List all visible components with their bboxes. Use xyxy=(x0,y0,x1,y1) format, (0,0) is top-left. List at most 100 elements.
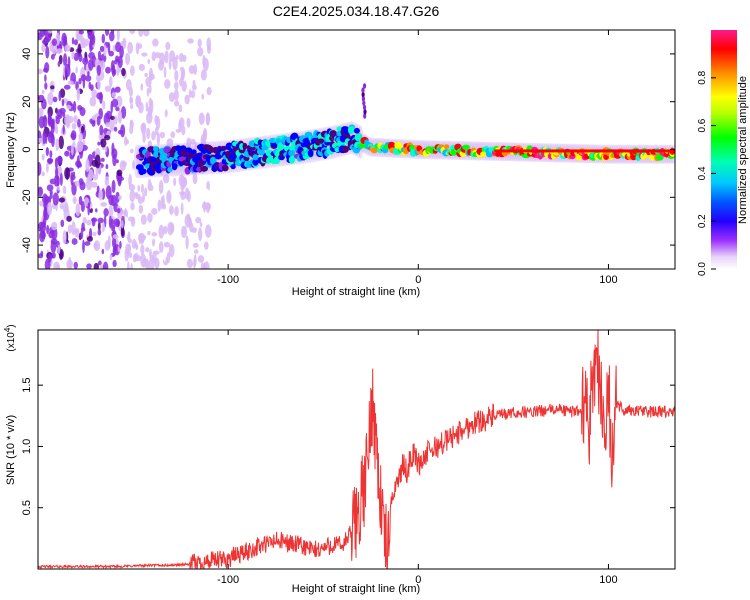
spectrogram-noise-blob xyxy=(45,146,50,157)
spectrogram-noise-blob xyxy=(120,226,125,237)
spectrogram-noise-blob xyxy=(203,261,210,269)
spectrogram-noise-blob xyxy=(86,219,92,226)
spectrogram-noise-blob xyxy=(40,221,46,234)
spectrogram-noise-blob xyxy=(190,90,196,99)
spectrogram-noise-blob xyxy=(38,137,44,144)
spectrogram-ridge-cell xyxy=(167,167,173,173)
spectrogram-ridge-cell xyxy=(163,146,172,154)
snr-panel: -100 0 100 0.5 1.0 1.5 Height of straight li… xyxy=(3,324,676,595)
spectrogram-noise-blob xyxy=(129,119,133,127)
spectrogram-ridge-cell xyxy=(317,138,325,144)
spectrogram-noise-blob xyxy=(121,220,124,229)
snr-series-line xyxy=(38,330,675,569)
spectrogram-noise-blob xyxy=(147,107,153,118)
spectrogram-ridge-cell xyxy=(252,159,259,166)
spectrogram-noise-blob xyxy=(201,80,206,92)
spectrogram-noise-blob xyxy=(55,264,61,269)
spectrogram-image xyxy=(38,30,675,269)
spectrogram-noise-blob xyxy=(65,115,71,129)
spectrogram-noise-blob xyxy=(64,167,71,180)
spectrogram-noise-blob xyxy=(147,140,152,148)
spectrogram-noise-blob xyxy=(182,54,187,63)
spectrogram-x-tick-label: 100 xyxy=(599,274,617,286)
spectrogram-noise-blob xyxy=(97,141,101,146)
spectrogram-noise-blob xyxy=(197,38,202,48)
spectrogram-noise-blob xyxy=(190,138,196,145)
spectrogram-noise-blob xyxy=(117,110,123,124)
spectrogram-ridge-cell xyxy=(197,158,205,167)
spectrogram-noise-blob xyxy=(100,138,107,148)
spectrogram-noise-blob xyxy=(101,248,105,255)
spectrogram-noise-blob xyxy=(155,116,161,131)
spectrogram-noise-blob xyxy=(168,92,176,103)
colorbar-tick-label: 0.2 xyxy=(697,214,708,228)
spectrogram-feature xyxy=(363,113,367,119)
spectrogram-noise-blob xyxy=(112,234,119,239)
spectrogram-noise-blob xyxy=(99,45,105,53)
spectrogram-noise-blob xyxy=(206,203,212,210)
spectrogram-noise-blob xyxy=(61,98,65,107)
spectrogram-noise-blob xyxy=(145,247,150,253)
spectrogram-noise-blob xyxy=(198,112,205,125)
figure-title: C2E4.2025.034.18.47.G26 xyxy=(273,3,440,19)
spectrogram-noise-blob xyxy=(203,188,210,197)
spectrogram-noise-blob xyxy=(203,200,206,213)
spectrogram-noise-blob xyxy=(100,157,105,162)
spectrogram-noise-blob xyxy=(116,207,121,214)
spectrogram-noise-blob xyxy=(146,87,150,97)
spectrogram-noise-blob xyxy=(44,74,47,83)
spectrogram-noise-blob xyxy=(125,243,130,255)
spectrogram-noise-blob xyxy=(135,95,141,107)
spectrogram-noise-blob xyxy=(176,37,182,45)
spectrogram-noise-blob xyxy=(184,94,190,105)
snr-frame xyxy=(37,329,676,570)
spectrogram-noise-blob xyxy=(78,132,83,142)
spectrogram-noise-blob xyxy=(79,181,86,191)
spectrogram-noise-blob xyxy=(51,253,54,259)
spectrogram-noise-blob xyxy=(142,133,146,143)
spectrogram-noise-blob xyxy=(137,184,141,192)
spectrogram-noise-blob xyxy=(74,180,80,187)
spectrogram-ridge-cell xyxy=(220,145,228,151)
spectrogram-noise-blob xyxy=(96,92,103,100)
spectrogram-noise-blob xyxy=(88,59,94,71)
spectrogram-noise-blob xyxy=(64,44,71,52)
spectrogram-noise-blob xyxy=(151,207,158,215)
spectrogram-noise-blob xyxy=(76,32,80,41)
spectrogram-noise-blob xyxy=(82,57,89,65)
spectrogram-noise-blob xyxy=(104,30,110,36)
snr-x-tick-label: 0 xyxy=(415,574,421,586)
spectrogram-noise-blob xyxy=(163,241,171,248)
spectrogram-noise-blob xyxy=(129,30,136,35)
spectrogram-noise-blob xyxy=(140,83,144,91)
spectrogram-noise-blob xyxy=(57,61,61,68)
spectrogram-noise-blob xyxy=(71,122,77,130)
spectrogram-y-tick-label: -40 xyxy=(21,237,33,253)
spectrogram-ridge-cell xyxy=(153,150,160,158)
spectrogram-noise-blob xyxy=(96,115,101,126)
spectrogram-noise-blob xyxy=(141,52,148,57)
colorbar-ticks: 0.0 0.2 0.4 0.6 0.8 xyxy=(697,70,716,276)
spectrogram-noise-blob xyxy=(160,196,164,210)
spectrogram-noise-blob xyxy=(92,173,98,181)
spectrogram-noise-blob xyxy=(158,241,164,253)
spectrogram-noise-blob xyxy=(120,210,126,215)
spectrogram-noise-blob xyxy=(42,39,47,45)
spectrogram-x-tick-label: -100 xyxy=(217,274,239,286)
spectrogram-noise-blob xyxy=(38,94,45,102)
spectrogram-noise-blob xyxy=(147,259,155,269)
spectrogram-noise-blob xyxy=(130,202,135,211)
spectrogram-noise-blob xyxy=(192,242,199,248)
spectrogram-noise-blob xyxy=(138,204,144,214)
spectrogram-noise-blob xyxy=(50,240,57,253)
spectrogram-noise-blob xyxy=(188,65,196,75)
spectrogram-noise-blob xyxy=(57,244,61,255)
spectrogram-noise-blob xyxy=(51,38,58,46)
spectrogram-noise-blob xyxy=(84,241,91,246)
spectrogram-noise-blob xyxy=(134,193,141,200)
spectrogram-noise-blob xyxy=(115,41,122,53)
spectrogram-noise-blob xyxy=(169,50,176,62)
spectrogram-noise-blob xyxy=(186,190,191,203)
spectrogram-noise-blob xyxy=(109,115,115,121)
spectrogram-noise-blob xyxy=(168,243,175,258)
